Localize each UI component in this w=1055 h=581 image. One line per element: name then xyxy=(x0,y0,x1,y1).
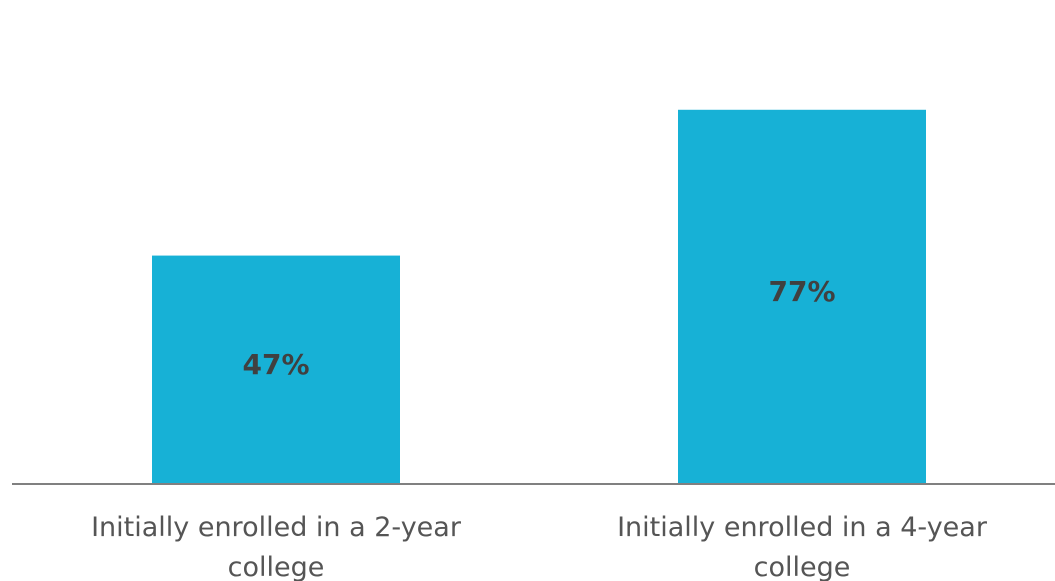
category-label-2-line-2: college xyxy=(754,552,851,581)
category-label-2-line-1: Initially enrolled in a 4-year xyxy=(617,512,988,543)
bar-value-label-1: 47% xyxy=(242,348,309,381)
bar-2 xyxy=(678,109,926,484)
bar-1 xyxy=(152,255,400,484)
category-label-1-line-2: college xyxy=(228,552,325,581)
category-labels-group: Initially enrolled in a 2-year college Ini… xyxy=(91,512,988,581)
category-label-1-line-1: Initially enrolled in a 2-year xyxy=(91,512,462,543)
bars-group: 47% 77% xyxy=(152,109,926,484)
bar-value-label-2: 77% xyxy=(768,275,835,308)
